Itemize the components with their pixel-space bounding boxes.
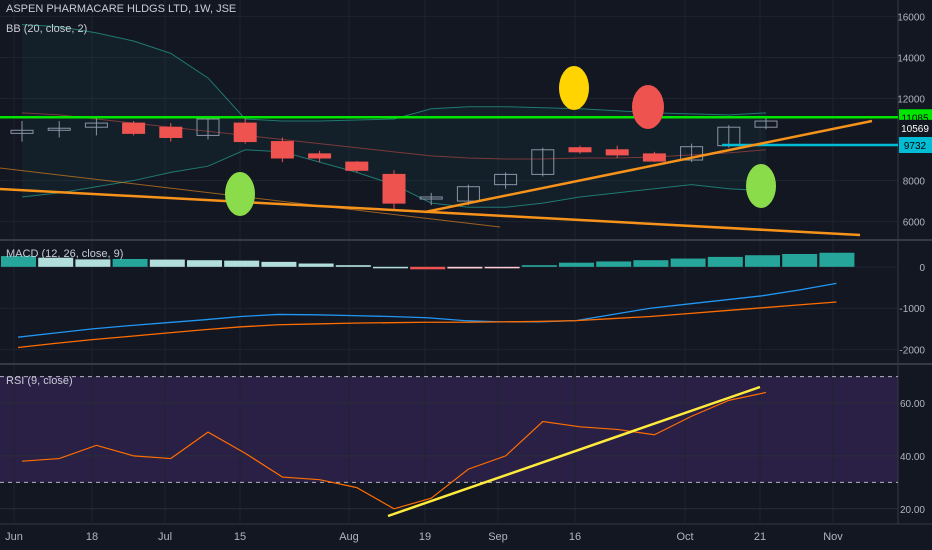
macd-histogram-bar: [335, 265, 371, 267]
x-axis-tick: Oct: [676, 531, 693, 543]
x-axis-tick: 15: [234, 531, 246, 543]
macd-histogram-bar: [819, 252, 855, 267]
marker-price-label: 9732: [904, 141, 927, 152]
signal-line: [17, 301, 837, 349]
macd-axis-tick: -1000: [899, 304, 925, 315]
macd-histogram-bar: [373, 266, 408, 269]
macd-histogram-bar: [559, 262, 594, 267]
price-axis-tick: 14000: [897, 53, 925, 64]
candle-up: [531, 149, 555, 175]
macd-indicator-label[interactable]: MACD (12, 26, close, 9): [6, 248, 124, 260]
x-axis-tick: 21: [754, 531, 766, 543]
candle-up: [10, 129, 34, 134]
candle-down: [568, 147, 592, 153]
macd-histogram-bar: [745, 255, 780, 267]
macd-histogram-bar: [521, 265, 557, 267]
ascending-trend-line: [424, 119, 873, 214]
yellow-marker-ellipse: [559, 66, 589, 110]
candle-up: [456, 186, 480, 202]
candle-down: [642, 153, 666, 162]
macd-histogram-bar: [484, 266, 520, 269]
macd-histogram-bar: [112, 258, 148, 267]
macd-histogram-bar: [707, 256, 743, 267]
marker-price-tag: [899, 137, 932, 154]
rsi-axis-tick: 40.00: [900, 452, 925, 463]
x-axis-tick: Aug: [339, 531, 359, 543]
rsi-axis-tick: 20.00: [900, 505, 925, 516]
candle-up: [419, 196, 443, 200]
price-axis-tick: 8000: [903, 177, 926, 188]
macd-histogram-bar: [447, 266, 483, 269]
bb-middle-line: [21, 112, 767, 160]
macd-histogram-bar: [782, 254, 818, 267]
macd-axis-tick: -2000: [899, 346, 925, 357]
candle-down: [605, 149, 629, 156]
bb-fill: [22, 24, 766, 208]
macd-histogram-bar: [410, 266, 446, 270]
macd-histogram-bar: [596, 261, 632, 267]
candle-down: [382, 173, 406, 204]
candle-up: [494, 173, 518, 186]
x-axis-tick: 16: [569, 531, 581, 543]
bb-indicator-label[interactable]: BB (20, close, 2): [6, 23, 88, 35]
rsi-line: [21, 391, 767, 510]
candle-down: [233, 122, 257, 143]
green-marker-ellipse: [746, 164, 776, 208]
rsi-trend-line: [387, 385, 761, 518]
macd-histogram-bar: [633, 260, 669, 267]
support-price-label: 11085: [901, 113, 929, 124]
x-axis-tick: Jul: [158, 531, 172, 543]
candle-down: [270, 141, 294, 159]
last-price-label: 10569: [901, 124, 929, 135]
chart-title: ASPEN PHARMACARE HLDGS LTD, 1W, JSE: [6, 3, 237, 15]
x-axis-tick: Jun: [5, 531, 23, 543]
candle-down: [308, 153, 332, 159]
macd-histogram-bar: [75, 259, 111, 267]
x-axis-tick: Nov: [823, 531, 843, 543]
x-axis-tick: Sep: [488, 531, 508, 543]
candle-up: [754, 120, 778, 128]
x-axis-tick: 18: [86, 531, 98, 543]
macd-histogram-bar: [149, 259, 185, 267]
macd-histogram-bar: [1, 256, 36, 267]
candle-up: [84, 122, 108, 128]
macd-histogram-bar: [224, 260, 260, 267]
price-axis-tick: 6000: [903, 218, 926, 229]
macd-axis-tick: 0: [919, 263, 925, 274]
rsi-band: [0, 376, 898, 483]
candle-down: [122, 122, 146, 134]
x-axis-tick: 19: [419, 531, 431, 543]
candle-down: [159, 126, 183, 138]
candle-down: [345, 161, 369, 171]
rsi-axis-tick: 60.00: [900, 399, 925, 410]
rsi-indicator-label[interactable]: RSI (9, close): [6, 375, 73, 387]
candle-up: [680, 146, 704, 161]
macd-histogram-bar: [187, 260, 222, 267]
green-marker-ellipse: [225, 172, 255, 216]
macd-histogram-bar: [298, 263, 334, 267]
price-axis-tick: 12000: [897, 94, 925, 105]
price-axis-tick: 16000: [897, 12, 925, 23]
candle-up: [47, 127, 71, 131]
macd-histogram-bar: [261, 261, 297, 267]
candle-up: [196, 118, 220, 136]
macd-histogram-bar: [670, 258, 706, 267]
last-price-tag: [899, 119, 932, 136]
red-marker-ellipse: [632, 85, 664, 129]
macd-line: [17, 282, 837, 338]
macd-histogram-bar: [38, 257, 74, 267]
